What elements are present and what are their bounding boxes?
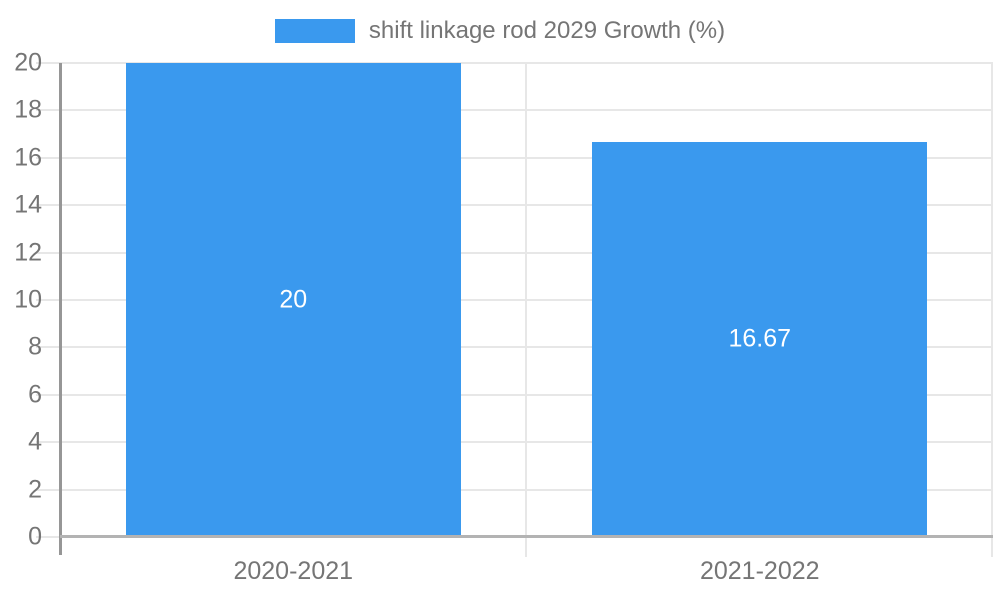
y-axis-tick-label-10: 10: [14, 285, 42, 314]
bar-2020-2021: [125, 63, 461, 537]
gridline-y-8: [36, 346, 993, 349]
legend-label: shift linkage rod 2029 Growth (%): [368, 17, 726, 44]
x-axis-line: [60, 535, 993, 538]
gridline-y-10: [36, 299, 993, 301]
gridline-y-4: [36, 441, 993, 444]
y-axis-tick-label-12: 12: [14, 238, 42, 267]
gridline-y-14: [36, 204, 993, 207]
gridline-y-2: [36, 488, 993, 491]
gridline-y-12: [36, 251, 993, 254]
gridline-x-2: [991, 63, 993, 557]
y-axis-line: [59, 63, 62, 555]
y-axis-tick-label-0: 0: [28, 522, 42, 551]
x-axis-tick-label-0: 2020-2021: [233, 557, 354, 585]
bar-2021-2022: [592, 141, 928, 537]
chart-legend: shift linkage rod 2029 Growth (%): [0, 19, 1000, 43]
gridline-y-18: [36, 109, 993, 112]
y-axis-tick-label-20: 20: [14, 48, 42, 77]
bar-value-label: 16.67: [728, 324, 792, 353]
y-axis-tick-label-2: 2: [28, 475, 42, 504]
y-axis-tick-label-8: 8: [28, 332, 42, 361]
gridline-x-1: [524, 63, 527, 557]
gridline-y-16: [36, 156, 993, 159]
y-axis-tick-label-14: 14: [14, 190, 42, 219]
y-axis-tick-label-16: 16: [14, 143, 42, 172]
x-axis-tick-label-1: 2021-2022: [699, 557, 820, 585]
legend-swatch: [274, 19, 355, 43]
y-axis-tick-label-6: 6: [28, 380, 42, 409]
y-axis-tick-label-18: 18: [14, 95, 42, 124]
gridline-y-20: [36, 62, 993, 64]
y-axis-tick-label-4: 4: [28, 427, 42, 456]
bar-value-label: 20: [279, 285, 308, 314]
gridline-y-6: [36, 393, 993, 396]
